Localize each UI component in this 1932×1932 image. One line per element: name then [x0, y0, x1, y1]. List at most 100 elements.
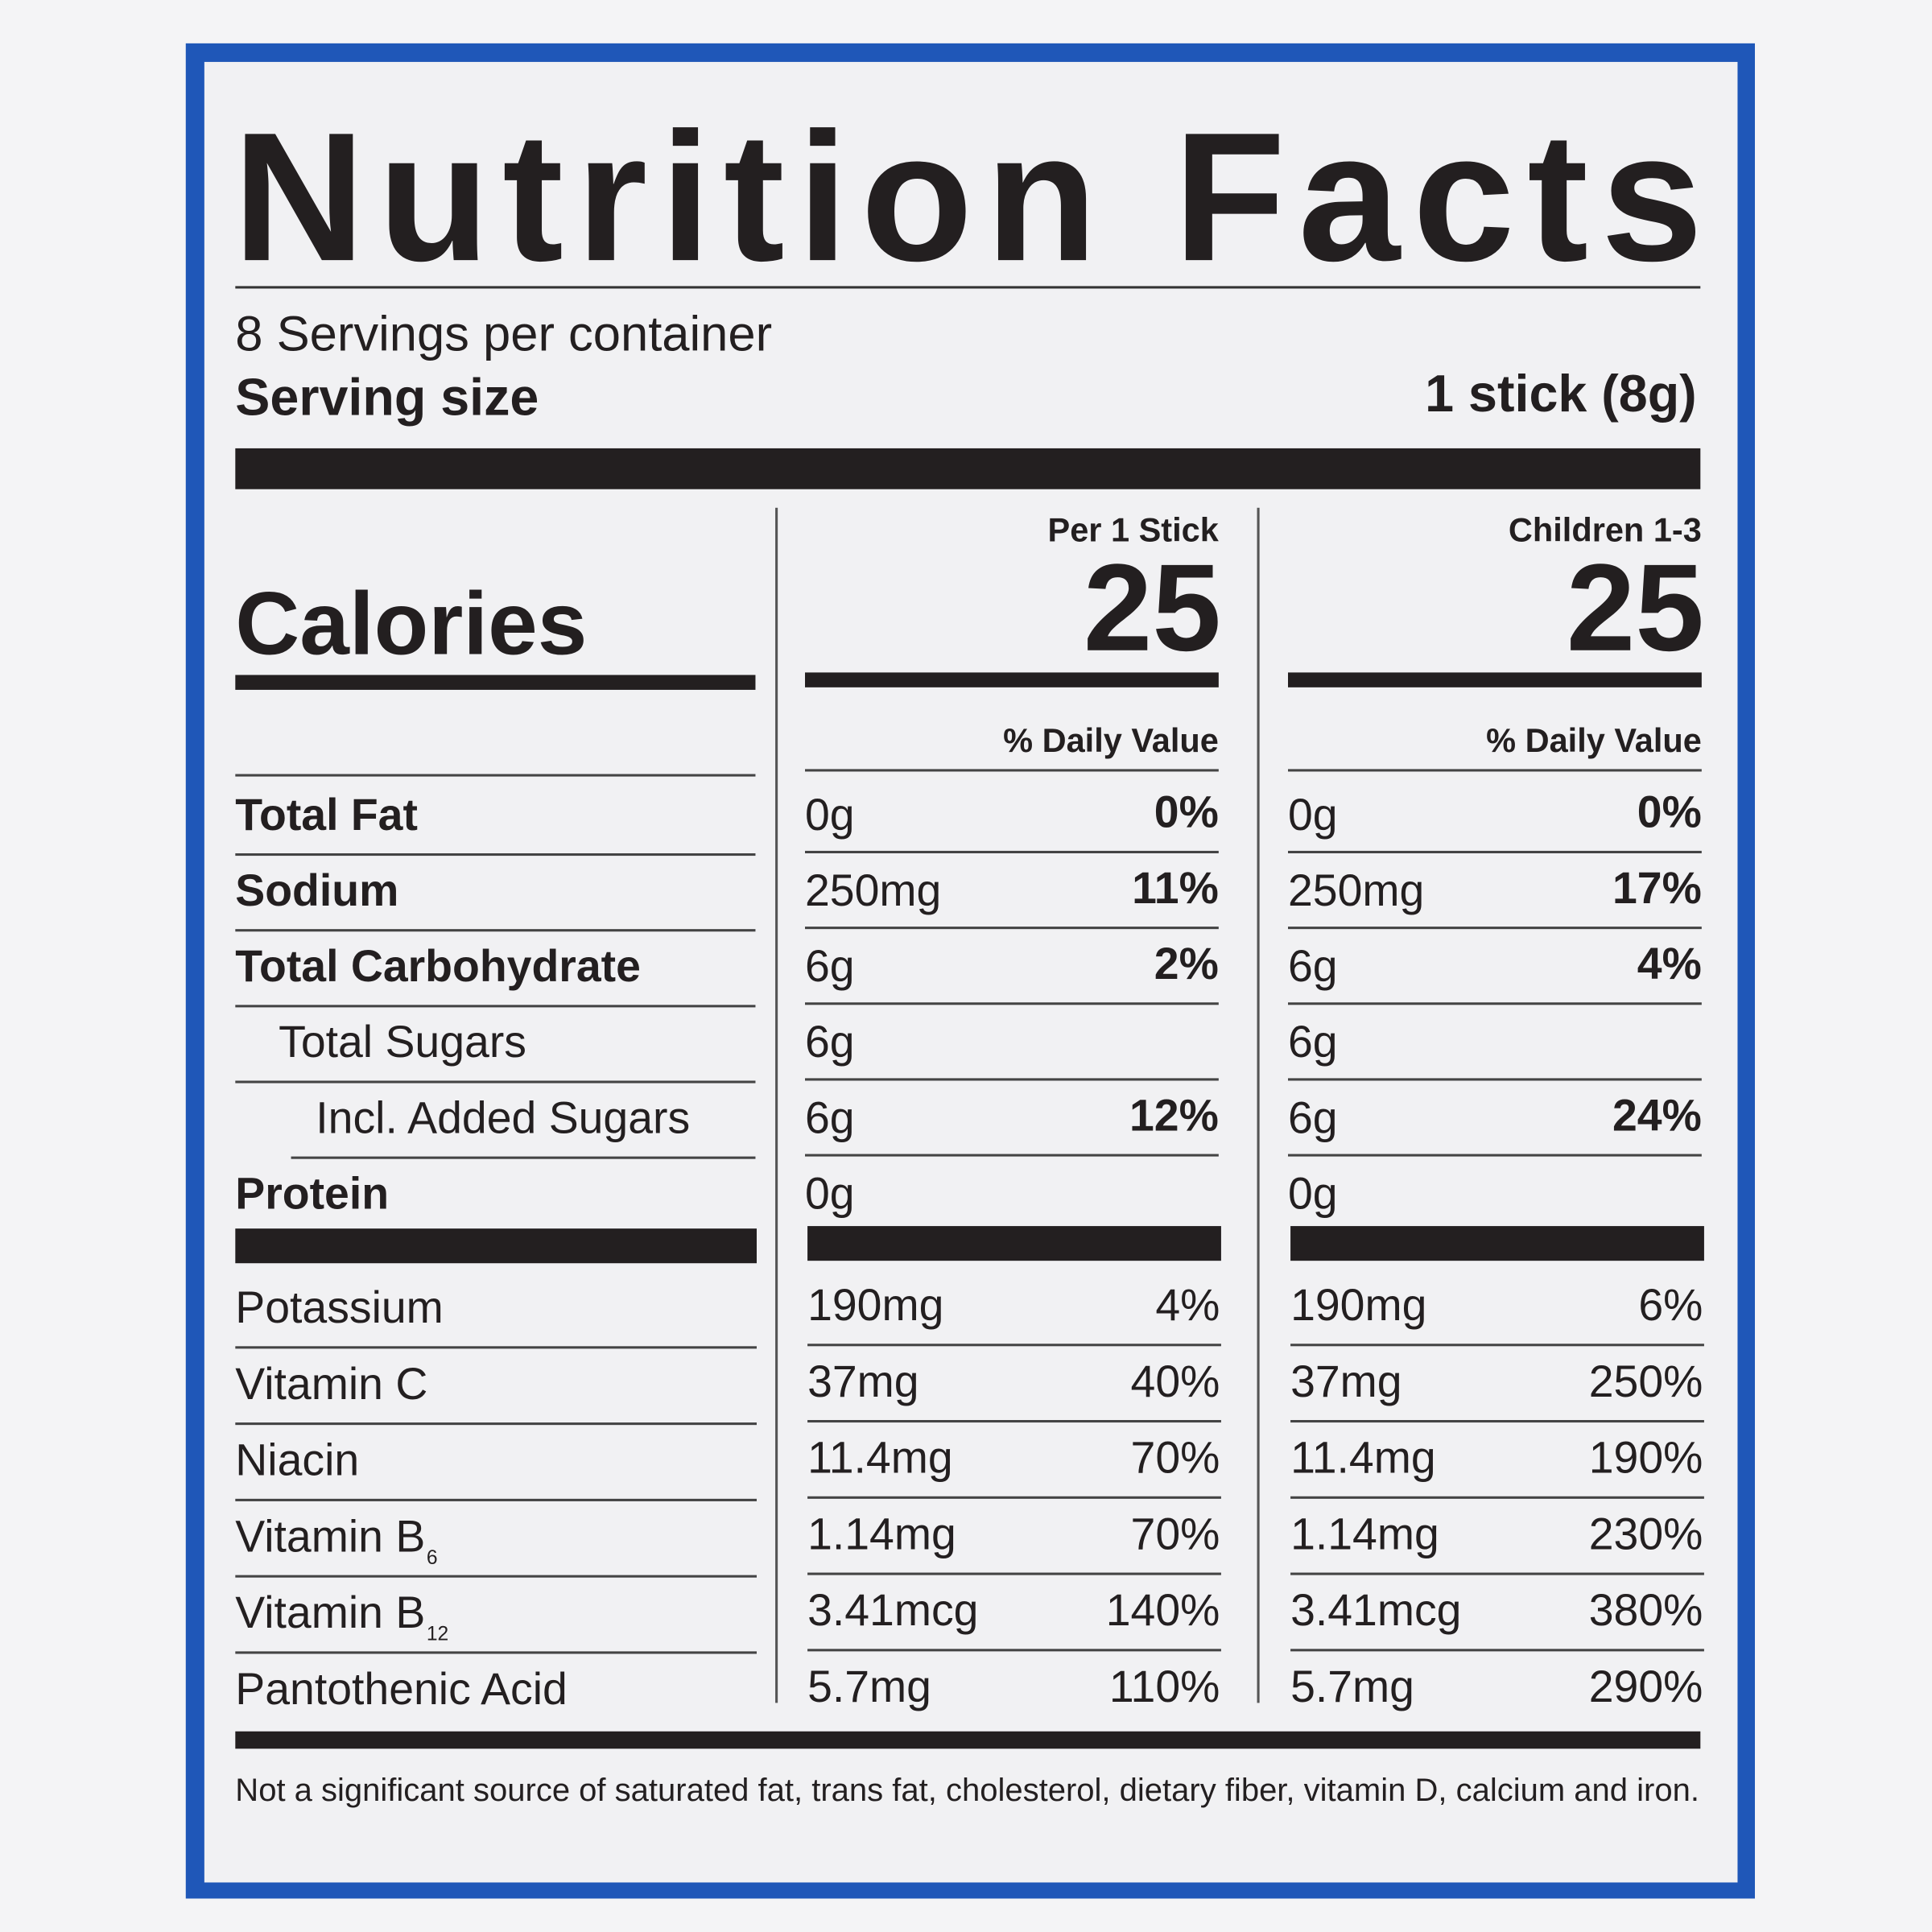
amount: 5.7mg	[1290, 1662, 1414, 1711]
daily-value: 290%	[1589, 1662, 1703, 1711]
rule	[805, 1078, 1219, 1081]
rule	[1288, 1154, 1702, 1157]
rule	[235, 1080, 756, 1084]
nutrient-label: Total Fat	[235, 790, 418, 840]
nutrient-label: Potassium	[235, 1282, 444, 1332]
rule	[807, 1649, 1221, 1652]
daily-value: 4%	[1155, 1280, 1220, 1330]
amount: 37mg	[807, 1356, 919, 1406]
column-header: Per 1 Stick	[1048, 510, 1220, 548]
daily-value: 0%	[1637, 787, 1702, 837]
amount: 0g	[1288, 790, 1338, 840]
title: Nutrition Facts	[233, 95, 1703, 299]
thick-rule	[235, 1731, 1701, 1749]
amount: 6g	[1288, 1017, 1338, 1067]
amount: 6g	[805, 941, 855, 991]
servings: 8 Servings per container	[235, 306, 772, 361]
nutrient-label: Vitamin C	[235, 1359, 427, 1409]
amount: 6g	[805, 1092, 855, 1142]
medium-rule	[1288, 672, 1702, 687]
column-divider	[1257, 507, 1260, 1703]
rule	[1290, 1496, 1704, 1499]
rule	[807, 1572, 1221, 1575]
calories-value: 25	[1084, 539, 1221, 677]
amount: 250mg	[805, 865, 941, 915]
amount: 1.14mg	[807, 1509, 956, 1558]
dv-header: % Daily Value	[1486, 721, 1702, 759]
dv-header: % Daily Value	[1003, 721, 1219, 759]
daily-value: 11%	[1132, 863, 1219, 913]
rule	[1288, 1078, 1702, 1081]
rule	[807, 1420, 1221, 1423]
footnote-box: Not a significant source of saturated fa…	[235, 1771, 1699, 1809]
rule	[235, 286, 1701, 289]
rule	[235, 929, 756, 932]
rule	[235, 1651, 757, 1654]
amount: 11.4mg	[807, 1433, 953, 1483]
daily-value: 2%	[1154, 939, 1219, 989]
rule	[291, 1156, 756, 1159]
rule	[235, 774, 756, 777]
daily-value: 70%	[1131, 1509, 1220, 1558]
rule	[1288, 850, 1702, 853]
daily-value: 190%	[1589, 1433, 1703, 1483]
medium-rule	[805, 672, 1219, 687]
rule	[1290, 1572, 1704, 1575]
amount: 6g	[1288, 1092, 1338, 1142]
panel	[204, 61, 1738, 1883]
nutrient-label: Pantothenic Acid	[235, 1664, 568, 1714]
nutrient-label: Total Carbohydrate	[235, 941, 641, 991]
daily-value: 17%	[1612, 863, 1702, 913]
daily-value: 6%	[1638, 1280, 1703, 1330]
nutrient-label: Total Sugars	[279, 1017, 526, 1067]
daily-value: 110%	[1109, 1662, 1220, 1711]
daily-value: 4%	[1637, 939, 1702, 989]
amount: 1.14mg	[1290, 1509, 1439, 1558]
daily-value: 230%	[1589, 1509, 1703, 1558]
rule	[1290, 1344, 1704, 1347]
amount: 190mg	[807, 1280, 943, 1330]
rule	[1290, 1649, 1704, 1652]
subscript: 12	[427, 1624, 448, 1645]
amount: 5.7mg	[807, 1662, 931, 1711]
amount: 3.41mcg	[807, 1585, 978, 1635]
daily-value: 380%	[1589, 1585, 1703, 1635]
nutrient-label: Niacin	[235, 1435, 359, 1485]
nutrient-label: Vitamin B	[235, 1587, 425, 1637]
daily-value: 70%	[1131, 1433, 1220, 1483]
amount: 37mg	[1290, 1356, 1402, 1406]
amount: 6g	[1288, 941, 1338, 991]
rule	[1288, 769, 1702, 772]
rule	[807, 1344, 1221, 1347]
column-header: Children 1-3	[1509, 510, 1702, 548]
thick-rule	[235, 448, 1701, 489]
thick-rule	[235, 1228, 757, 1264]
subscript: 6	[427, 1547, 438, 1569]
medium-rule	[235, 675, 756, 690]
calories-label: Calories	[235, 574, 587, 673]
daily-value: 0%	[1154, 787, 1219, 837]
footnote: Not a significant source of saturated fa…	[235, 1771, 1699, 1809]
amount: 0g	[1288, 1169, 1338, 1219]
rule	[235, 1346, 757, 1349]
amount: 0g	[805, 1169, 855, 1219]
daily-value: 24%	[1612, 1090, 1702, 1140]
thick-rule	[807, 1226, 1221, 1261]
nutrient-label: Sodium	[235, 865, 398, 915]
amount: 11.4mg	[1290, 1433, 1436, 1483]
rule	[805, 850, 1219, 853]
rule	[805, 769, 1219, 772]
rule	[807, 1496, 1221, 1499]
rule	[235, 1575, 757, 1578]
rule	[1288, 1002, 1702, 1005]
nutrient-label: Incl. Added Sugars	[316, 1092, 690, 1142]
daily-value: 12%	[1129, 1090, 1219, 1140]
nutrient-label: Vitamin B	[235, 1511, 425, 1561]
serving-size-label: Serving size	[235, 368, 539, 426]
rule	[235, 1005, 756, 1008]
rule	[235, 1422, 757, 1426]
rule	[805, 927, 1219, 930]
amount: 6g	[805, 1017, 855, 1067]
